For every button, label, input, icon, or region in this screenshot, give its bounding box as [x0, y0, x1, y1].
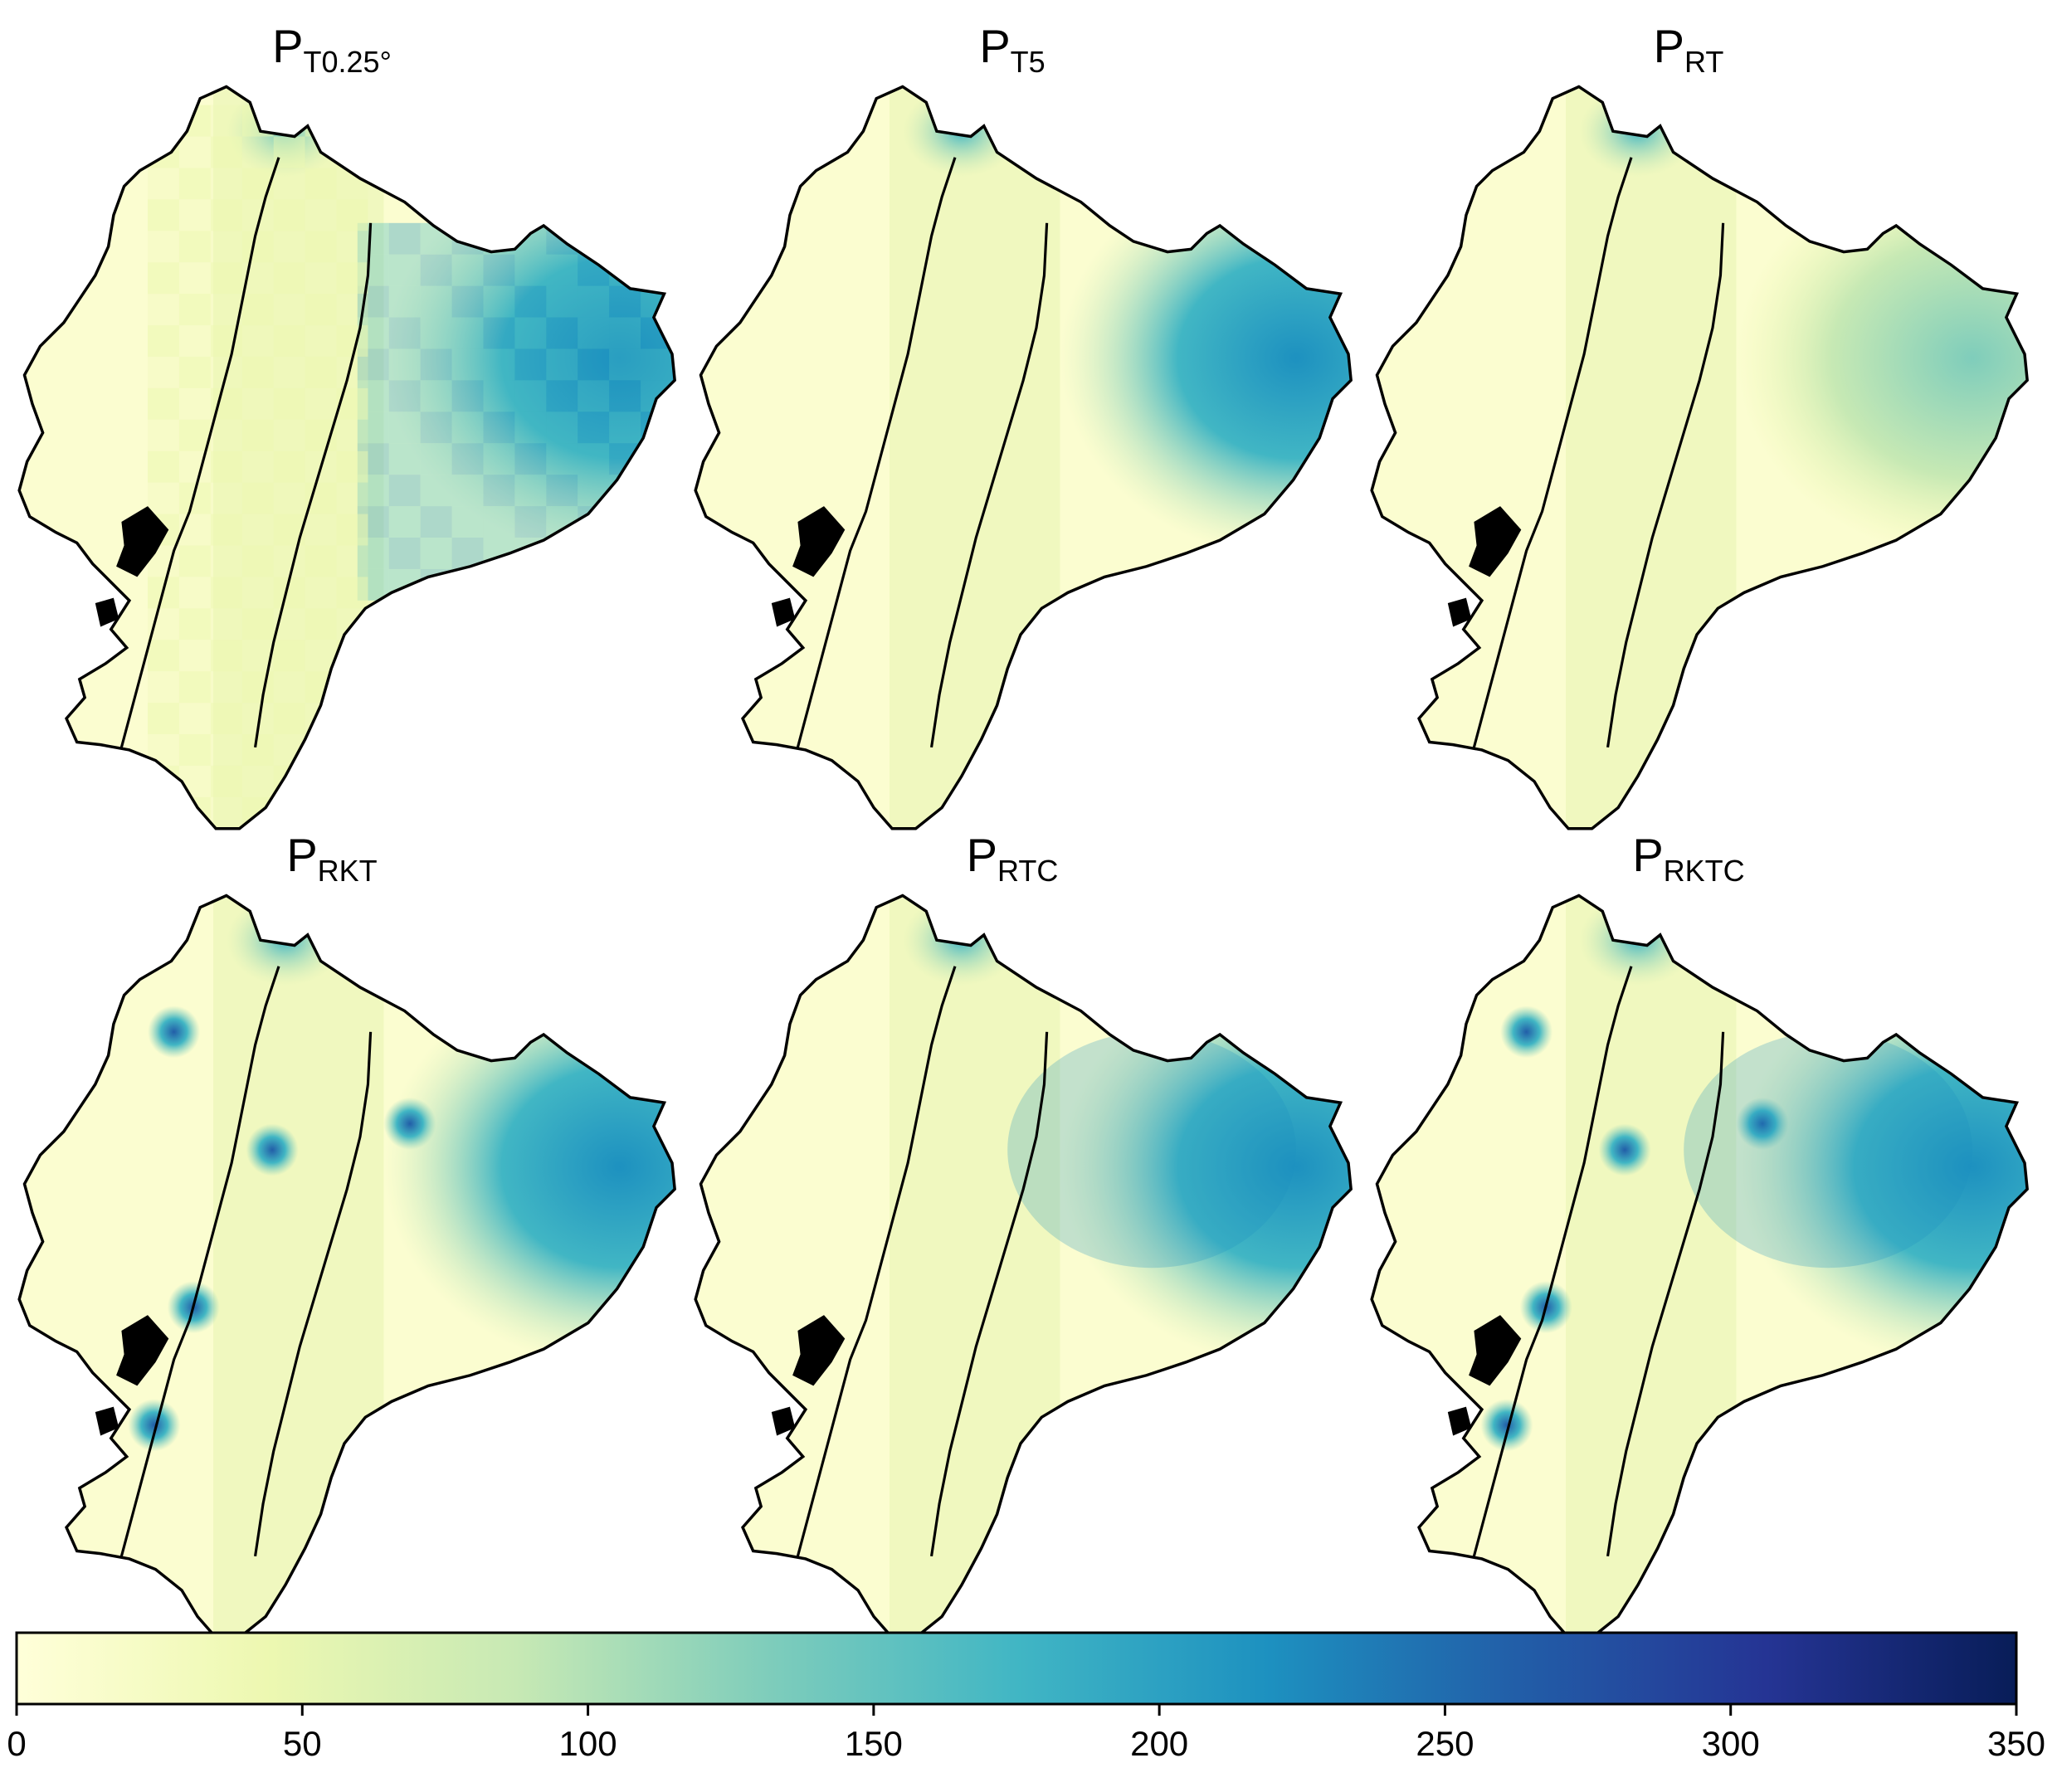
panel-title: PRT — [1654, 20, 1724, 79]
ecuador-map — [17, 894, 676, 1639]
colorbar-tick-label: 150 — [845, 1724, 903, 1763]
panel-title: PRKTC — [1632, 829, 1744, 888]
panel-title: PT0.25° — [272, 20, 392, 79]
ecuador-map — [694, 85, 1353, 830]
colorbar-tick-label: 0 — [7, 1724, 26, 1763]
ecuador-map — [694, 894, 1353, 1639]
colorbar-tick-label: 350 — [1987, 1724, 2045, 1763]
colorbar: 0 50 100 150 200 250 300 350 — [7, 1631, 2045, 1763]
map-panels: PT0.25° PT5 PRT PRKT PRTC PRKTC — [17, 20, 2029, 1639]
colorbar-ticks: 0 50 100 150 200 250 300 350 — [7, 1704, 2045, 1763]
colorbar-tick-label: 300 — [1702, 1724, 1760, 1763]
ecuador-map — [17, 85, 676, 830]
panel-title: PT5 — [979, 20, 1045, 79]
colorbar-tick-label: 50 — [283, 1724, 322, 1763]
colorbar-tick-label: 100 — [559, 1724, 617, 1763]
colorbar-tick-label: 200 — [1130, 1724, 1188, 1763]
panel-title: PRTC — [967, 829, 1059, 888]
colorbar-gradient-bar — [15, 1631, 2018, 1706]
ecuador-map — [1370, 894, 2029, 1639]
colorbar-tick-label: 250 — [1416, 1724, 1474, 1763]
ecuador-map — [1370, 85, 2029, 830]
panel-title: PRKT — [286, 829, 377, 888]
